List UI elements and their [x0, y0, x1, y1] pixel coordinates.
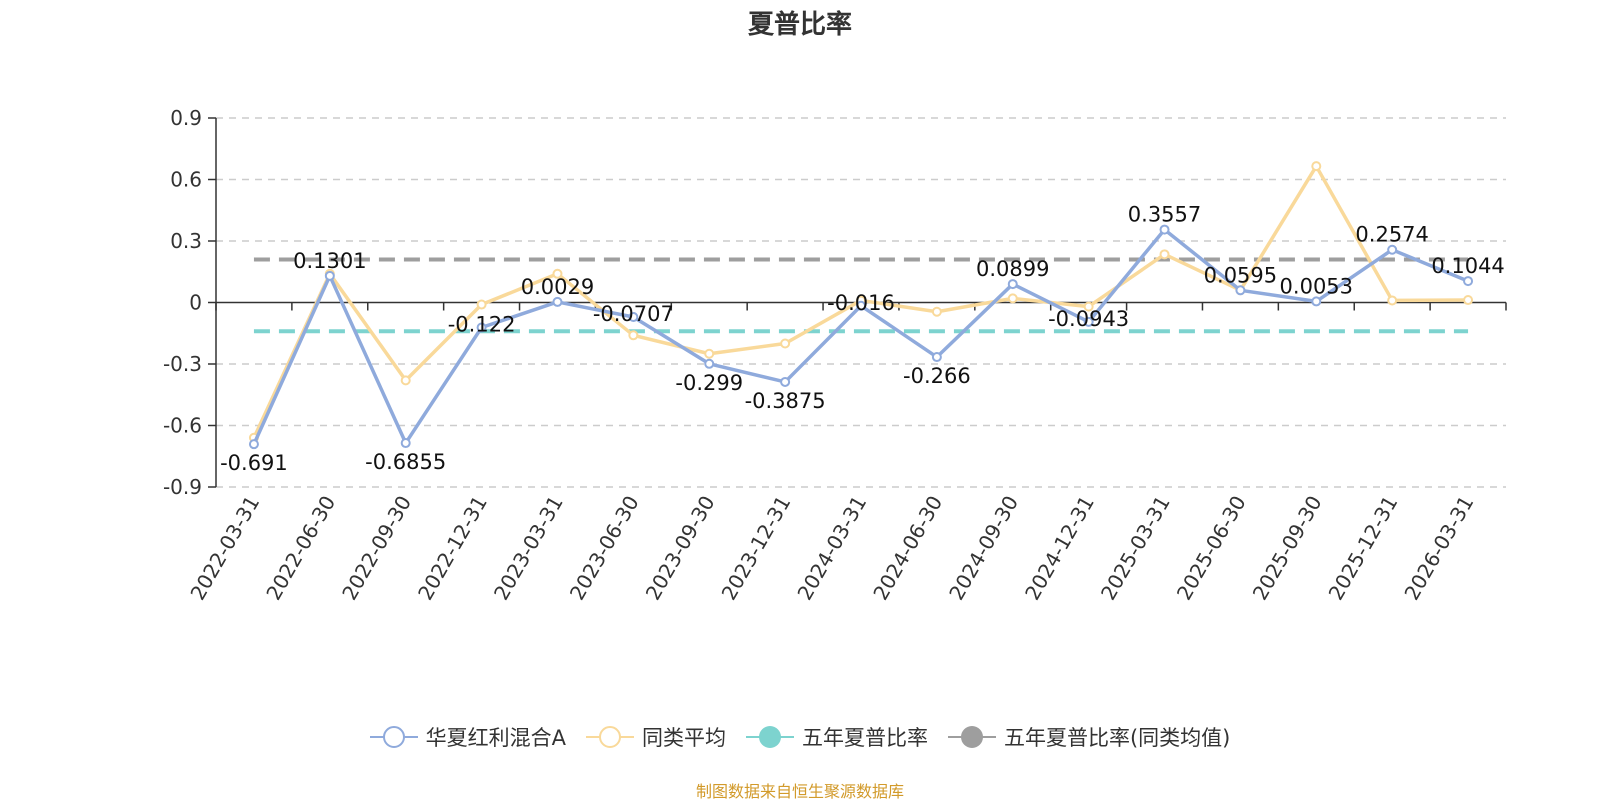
data-point-1	[476, 299, 487, 310]
data-label: -0.0707	[593, 302, 674, 326]
legend-five-year-label: 五年夏普比率	[801, 726, 928, 750]
x-tick-label: 2022-12-31	[413, 492, 492, 605]
data-point-1	[704, 348, 715, 359]
x-tick-label: 2025-03-31	[1096, 492, 1175, 605]
legend-item-fund[interactable]: 华夏红利混合A	[369, 722, 566, 752]
legend-item-five-year[interactable]: 五年夏普比率	[745, 722, 928, 752]
data-point-1	[1007, 293, 1018, 304]
legend-peer-label: 同类平均	[641, 726, 726, 750]
x-tick-label: 2024-09-30	[944, 491, 1023, 604]
legend-fund-label: 华夏红利混合A	[425, 726, 566, 750]
data-label: -0.299	[675, 371, 743, 395]
y-tick-label: -0.9	[163, 475, 202, 499]
legend-peer-marker-icon	[585, 726, 634, 748]
data-label: -0.0943	[1048, 307, 1129, 331]
x-tick-label: 2022-03-31	[185, 492, 264, 605]
data-point-0	[780, 376, 791, 387]
source-note: 制图数据来自恒生聚源数据库	[695, 782, 904, 801]
data-label: 0.0053	[1280, 274, 1353, 298]
data-label: 0.0595	[1204, 263, 1277, 287]
x-tick-label: 2026-03-31	[1399, 492, 1478, 605]
x-tick-label: 2024-12-31	[1020, 492, 1099, 605]
legend-fund-marker-icon	[369, 726, 418, 748]
x-tick-label: 2023-12-31	[717, 492, 796, 605]
data-point-0	[1007, 279, 1018, 290]
data-point-0	[248, 439, 259, 450]
x-tick-label: 2023-03-31	[489, 492, 568, 605]
legend-item-five-year-peer[interactable]: 五年夏普比率(同类均值)	[947, 722, 1231, 752]
data-label: 0.0029	[521, 275, 594, 299]
data-label: -0.122	[448, 313, 516, 337]
x-tick-label: 2022-06-30	[261, 492, 340, 605]
y-tick-label: 0.3	[170, 229, 202, 253]
data-label: -0.6855	[365, 450, 446, 474]
data-point-1	[400, 375, 411, 386]
data-point-1	[628, 330, 639, 341]
data-point-1	[552, 268, 563, 279]
data-label: -0.266	[903, 364, 971, 388]
data-point-0	[628, 311, 639, 322]
data-point-1	[1463, 295, 1474, 306]
x-tick-label: 2023-09-30	[641, 492, 720, 605]
data-label: 0.1044	[1431, 254, 1504, 278]
legend-five-year-marker-icon	[745, 726, 794, 748]
data-label: 0.1301	[293, 249, 366, 273]
data-point-1	[931, 306, 942, 317]
data-point-1	[1159, 249, 1170, 260]
legend: 华夏红利混合A 同类平均 五年夏普比率 五年夏普比率(同类均值)	[0, 722, 1600, 752]
data-point-1	[1311, 161, 1322, 172]
chart-title: 夏普比率	[747, 10, 852, 40]
legend-item-peer-average[interactable]: 同类平均	[585, 722, 726, 752]
y-tick-label: -0.3	[163, 352, 202, 376]
data-point-0	[1235, 285, 1246, 296]
x-tick-label: 2022-09-30	[337, 492, 416, 605]
data-point-1	[1083, 301, 1094, 312]
data-point-0	[552, 296, 563, 307]
series-line-0	[252, 227, 1469, 445]
data-label: 0.3557	[1128, 203, 1201, 227]
x-tick-label: 2025-09-30	[1248, 492, 1327, 605]
legend-five-year-peer-label: 五年夏普比率(同类均值)	[1003, 726, 1231, 750]
x-tick-label: 2025-06-30	[1172, 492, 1251, 605]
data-point-0	[704, 358, 715, 369]
x-tick-label: 2024-06-30	[868, 492, 947, 605]
data-label: -0.3875	[745, 389, 826, 413]
data-point-0	[1387, 244, 1398, 255]
data-point-0	[1463, 276, 1474, 287]
data-point-0	[1159, 224, 1170, 235]
data-point-0	[1311, 296, 1322, 307]
data-point-0	[400, 438, 411, 449]
data-point-0	[931, 352, 942, 363]
y-tick-label: 0.9	[170, 106, 202, 130]
data-point-0	[324, 270, 335, 281]
data-point-1	[780, 338, 791, 349]
y-tick-label: -0.6	[163, 414, 202, 438]
y-tick-label: 0	[189, 291, 202, 315]
legend-five-year-peer-marker-icon	[947, 726, 996, 748]
x-tick-label: 2024-03-31	[792, 492, 871, 605]
data-label: 0.0899	[976, 257, 1049, 281]
data-label: 0.2574	[1355, 223, 1428, 247]
data-point-0	[1083, 316, 1094, 327]
data-label: -0.016	[827, 291, 895, 315]
x-tick-label: 2023-06-30	[565, 492, 644, 605]
data-point-0	[856, 300, 866, 311]
data-point-0	[476, 322, 487, 333]
data-label: -0.691	[220, 451, 288, 475]
y-tick-label: 0.6	[170, 168, 202, 192]
x-tick-label: 2025-12-31	[1324, 492, 1403, 605]
data-point-1	[1387, 295, 1398, 306]
